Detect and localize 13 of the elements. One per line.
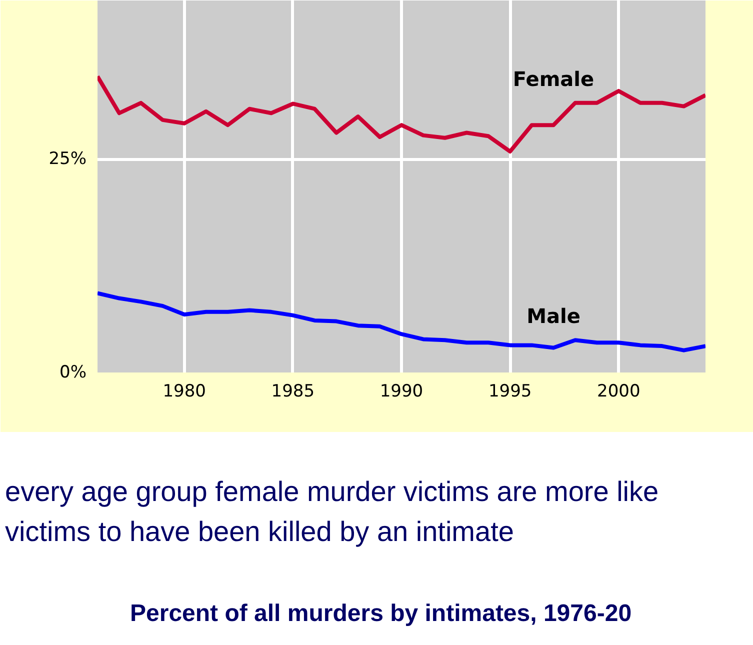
text: every age group female murder victims are more like bbox=[5, 476, 659, 507]
text: victims to have been killed by an intimate bbox=[5, 516, 514, 547]
x-tick-label: 1990 bbox=[380, 382, 424, 402]
y-tick-label: 25% bbox=[48, 149, 87, 170]
y-tick-label: 0% bbox=[60, 362, 87, 382]
text: Percent of all murders by intimates, 1976-20 bbox=[129, 599, 632, 629]
line-series bbox=[98, 291, 706, 352]
x-tick-label: 1980 bbox=[162, 382, 206, 402]
series-label: Female bbox=[512, 66, 594, 91]
x-tick-label: 1985 bbox=[271, 382, 315, 402]
series-label: Male bbox=[526, 304, 580, 328]
x-tick-label: 2000 bbox=[597, 382, 640, 402]
x-tick-label: 1995 bbox=[488, 382, 532, 402]
